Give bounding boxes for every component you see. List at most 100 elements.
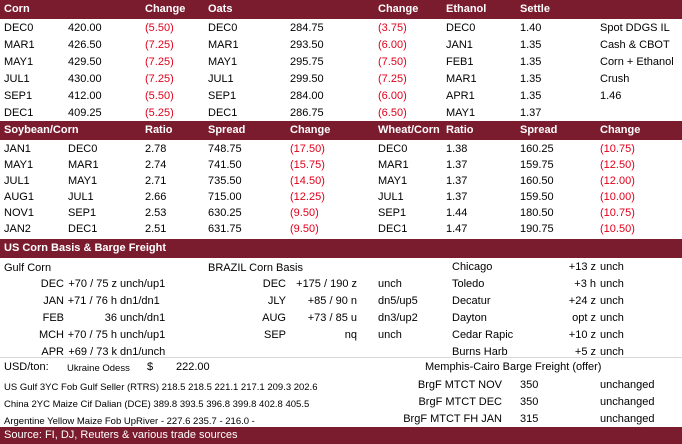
cell: 741.50 [208, 159, 242, 171]
cell: 630.25 [208, 207, 242, 219]
gulf-month: APR [41, 346, 64, 358]
cell: JUL1 [4, 73, 30, 85]
cell: Spot DDGS IL [600, 22, 670, 34]
cell: 293.50 [290, 39, 324, 51]
cell: 160.25 [520, 143, 554, 155]
cell: 2.51 [145, 223, 167, 235]
cell: 426.50 [68, 39, 102, 51]
cell: SEP1 [208, 90, 237, 102]
header-oats-change: Change [378, 3, 419, 15]
corn-oats-row: MAY1 429.50 (7.25) MAY1 295.75 (7.50) FEB1 1.35… [0, 54, 682, 73]
cell: 159.50 [520, 191, 554, 203]
cell: (7.25) [145, 73, 174, 85]
cell: 2.66 [145, 191, 167, 203]
cell: JAN1 [4, 143, 31, 155]
cell: (5.50) [145, 22, 174, 34]
barge-value: 350 [520, 379, 539, 391]
gulf-month: DEC [40, 278, 64, 290]
cell: DEC1 [4, 107, 34, 119]
usd-ton-row: USD/ton: Ukraine Odess $ 222.00 Memphis-… [0, 358, 682, 377]
header-sc-change: Change [290, 124, 331, 136]
us-gulf-row: US Gulf 3YC Fob Gulf Seller (RTRS) 218.5… [0, 377, 682, 396]
gulf-basis: +70 / 75 z [68, 278, 117, 290]
cell: DEC0 [4, 22, 34, 34]
cell: (5.25) [145, 107, 174, 119]
cell: (12.25) [290, 191, 325, 203]
city-basis: +24 z [568, 295, 596, 307]
ukraine-value: 222.00 [176, 361, 210, 373]
cell: 1.35 [520, 73, 542, 85]
city-change: unch [600, 295, 624, 307]
cell: (9.50) [290, 223, 319, 235]
basis-labels-row: Gulf Corn BRAZIL Corn Basis [0, 259, 682, 278]
gulf-basis-row: MCH +70 / 75 h unch/up1 [0, 327, 682, 346]
corn-oats-row: MAR1 426.50 (7.25) MAR1 293.50 (6.00) JAN1 1.35… [0, 37, 682, 56]
cell: (10.75) [600, 207, 635, 219]
header-wc-ratio: Ratio [446, 124, 474, 136]
corn-oats-ethanol-header: Corn Change Oats Change Ethanol Settle [0, 0, 682, 19]
cell: 1.35 [520, 56, 542, 68]
gulf-month: MCH [38, 329, 64, 341]
cell: NOV1 [4, 207, 34, 219]
spread-row: JAN2 DEC1 2.51 631.75 (9.50) DEC1 1.47 190.75 (1… [0, 221, 682, 240]
header-wheat-corn: Wheat/Corn [378, 124, 440, 136]
corn-oats-row: JUL1 430.00 (7.25) JUL1 299.50 (7.25) MAR1 1.35… [0, 71, 682, 90]
gulf-basis: +70 / 75 h [67, 329, 117, 341]
cell: JUL1 [378, 191, 404, 203]
city-basis: +5 z [574, 346, 596, 358]
cell: (7.25) [145, 56, 174, 68]
header-settle: Settle [520, 3, 550, 15]
cell: 715.00 [208, 191, 242, 203]
cell: 1.47 [446, 223, 468, 235]
header-soybean-corn: Soybean/Corn [4, 124, 79, 136]
barge-value: 315 [520, 413, 539, 425]
cell: 286.75 [290, 107, 324, 119]
header-ethanol: Ethanol [446, 3, 487, 15]
header-wc-change: Change [600, 124, 641, 136]
argentine-row: Argentine Yellow Maize Fob UpRiver - 227… [0, 411, 682, 430]
header-wc-spread: Spread [520, 124, 558, 136]
cell: JAN1 [446, 39, 473, 51]
cell: (3.75) [378, 22, 407, 34]
usd-ton-label: USD/ton: [4, 361, 49, 373]
cell: 1.37 [520, 107, 542, 119]
cell: DEC1 [378, 223, 408, 235]
barge-label: BrgF MTCT NOV [417, 379, 502, 391]
city-name: Burns Harb [452, 346, 508, 358]
gulf-basis-row: FEB 36 unch/dn1 [0, 310, 682, 329]
us-gulf-quote: US Gulf 3YC Fob Gulf Seller (RTRS) 218.5… [4, 382, 318, 393]
spread-row: NOV1 SEP1 2.53 630.25 (9.50) SEP1 1.44 180.50 (1… [0, 205, 682, 224]
gulf-change: dn1/dn1 [120, 295, 160, 307]
china-quote: China 2YC Maize Cif Dalian (DCE) 389.8 3… [4, 399, 310, 410]
brazil-basis: nq [344, 329, 357, 341]
brazil-basis: +85 / 90 n [307, 295, 357, 307]
city-name: Cedar Rapic [452, 329, 514, 341]
header-sc-spread: Spread [208, 124, 246, 136]
city-name: Dayton [452, 312, 487, 324]
cell: FEB1 [446, 56, 474, 68]
cell: 1.40 [520, 22, 542, 34]
brazil-change: unch [378, 278, 402, 290]
cell: DEC1 [68, 223, 98, 235]
gulf-month: JAN [43, 295, 64, 307]
barge-label: BrgF MTCT DEC [418, 396, 502, 408]
cell: 159.75 [520, 159, 554, 171]
brazil-change: unch [378, 329, 402, 341]
cell: MAY1 [208, 56, 238, 68]
cell: (6.00) [378, 39, 407, 51]
cell: 409.25 [68, 107, 102, 119]
cell: DEC0 [446, 22, 476, 34]
city-change: unch [600, 329, 624, 341]
city-basis: +3 h [574, 278, 596, 290]
barge-freight-title: Memphis-Cairo Barge Freight (offer) [425, 361, 602, 373]
spreads-header: Soybean/Corn Ratio Spread Change Wheat/C… [0, 121, 682, 140]
cell: (10.75) [600, 143, 635, 155]
divider [0, 357, 682, 358]
argentine-quote: Argentine Yellow Maize Fob UpRiver - 227… [4, 416, 255, 427]
cell: 2.74 [145, 159, 167, 171]
header-corn-change: Change [145, 3, 186, 15]
cell: 180.50 [520, 207, 554, 219]
cell: 1.35 [520, 39, 542, 51]
corn-oats-row: DEC1 409.25 (5.25) DEC1 286.75 (6.50) MAY1 1.37 [0, 105, 682, 124]
